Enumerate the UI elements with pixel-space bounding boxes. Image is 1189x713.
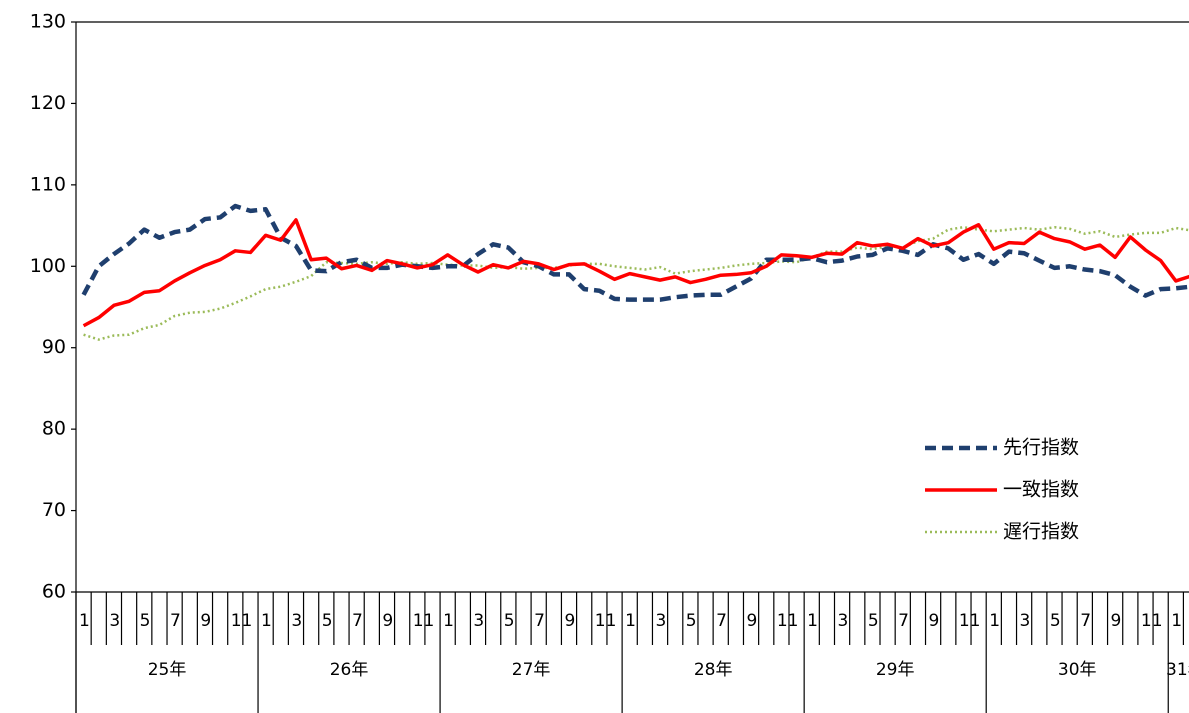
y-tick-label: 70 [42, 499, 66, 521]
x-tick-label: 5 [322, 611, 333, 631]
legend-label: 遅行指数 [1003, 521, 1079, 543]
x-tick-label: 11 [959, 611, 981, 631]
x-tick-label: 3 [109, 611, 120, 631]
y-tick-label: 80 [42, 418, 66, 440]
x-tick-label: 9 [382, 611, 393, 631]
x-tick-label: 1 [79, 611, 90, 631]
x-tick-label: 1 [1171, 611, 1182, 631]
year-label: 25年 [148, 660, 187, 680]
x-tick-label: 1 [989, 611, 1000, 631]
x-tick-label: 1 [807, 611, 818, 631]
year-label: 30年 [1058, 660, 1097, 680]
x-tick-label: 7 [1080, 611, 1091, 631]
x-tick-label: 11 [777, 611, 799, 631]
x-tick-label: 11 [413, 611, 435, 631]
y-tick-label: 60 [42, 581, 66, 603]
year-label: 31年 [1166, 660, 1189, 680]
legend-label: 先行指数 [1003, 437, 1079, 459]
x-tick-label: 11 [231, 611, 253, 631]
y-tick-label: 120 [30, 92, 66, 114]
x-tick-label: 3 [473, 611, 484, 631]
legend-label: 一致指数 [1003, 479, 1079, 501]
x-tick-label: 7 [716, 611, 727, 631]
plot-area [81, 203, 1189, 341]
x-tick-label: 9 [746, 611, 757, 631]
series-line [81, 203, 1189, 302]
x-tick-label: 7 [170, 611, 181, 631]
y-tick-label: 100 [30, 255, 66, 277]
x-tick-label: 9 [564, 611, 575, 631]
x-tick-label: 5 [868, 611, 879, 631]
y-tick-label: 130 [30, 11, 66, 33]
x-tick-label: 9 [929, 611, 940, 631]
x-tick-label: 5 [140, 611, 151, 631]
x-tick-label: 9 [1111, 611, 1122, 631]
x-tick-label: 1 [261, 611, 272, 631]
y-tick-label: 90 [42, 336, 66, 358]
x-tick-label: 1 [443, 611, 454, 631]
year-label: 27年 [512, 660, 551, 680]
x-tick-label: 5 [504, 611, 515, 631]
series-line [82, 218, 1189, 328]
year-label: 26年 [330, 660, 369, 680]
x-tick-label: 7 [352, 611, 363, 631]
x-tick-label: 3 [655, 611, 666, 631]
year-label: 28年 [694, 660, 733, 680]
x-tick-label: 11 [595, 611, 617, 631]
x-tick-label: 11 [1141, 611, 1163, 631]
x-tick-label: 7 [898, 611, 909, 631]
x-tick-label: 1 [625, 611, 636, 631]
x-tick-label: 3 [291, 611, 302, 631]
x-tick-label: 5 [1050, 611, 1061, 631]
x-tick-label: 5 [686, 611, 697, 631]
series-line [83, 225, 1189, 341]
year-label: 29年 [876, 660, 915, 680]
y-tick-label: 110 [30, 173, 66, 195]
x-tick-label: 7 [534, 611, 545, 631]
x-tick-label: 3 [1020, 611, 1031, 631]
x-tick-label: 9 [200, 611, 211, 631]
x-tick-label: 3 [838, 611, 849, 631]
